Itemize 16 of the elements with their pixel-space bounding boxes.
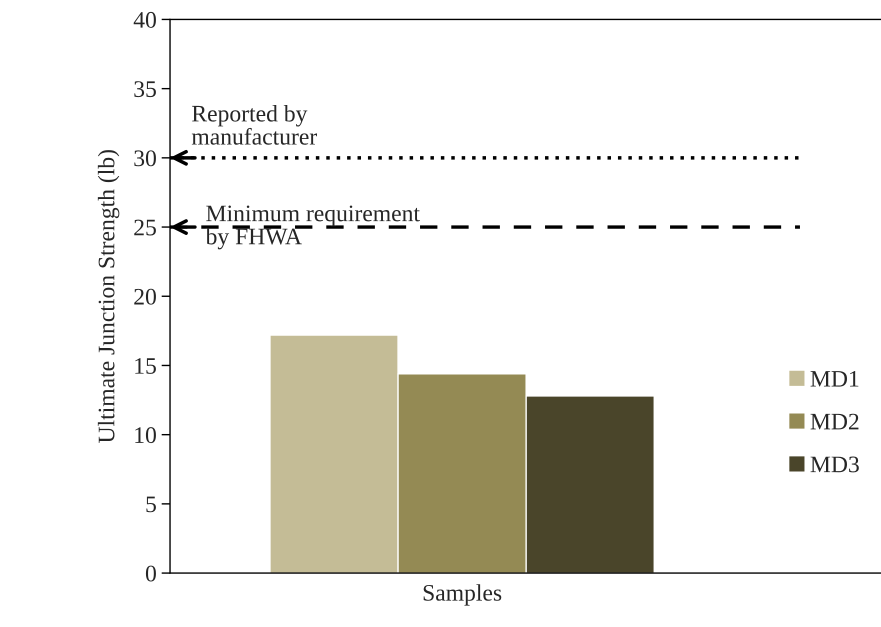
y-tick-label: 20 [134, 288, 156, 305]
legend-label: MD3 [810, 456, 859, 472]
y-tick-label: 0 [146, 566, 156, 582]
y-tick-label: 30 [134, 150, 156, 166]
y-tick-label: 5 [146, 496, 156, 512]
legend-label: MD1 [810, 370, 858, 387]
legend-label: MD2 [810, 414, 858, 430]
y-tick-label: 35 [134, 81, 156, 98]
y-tick-label: 10 [135, 427, 156, 444]
y-axis-title: Ultimate Junction Strength (lb) [98, 150, 120, 443]
x-tick-label: Samples [424, 584, 502, 606]
y-tick-label: 25 [134, 220, 156, 236]
ref-line-label: Minimum requirement by FHWA [206, 206, 420, 250]
y-tick-label: 40 [134, 12, 156, 28]
y-tick-label: 15 [135, 358, 156, 374]
ref-line-label: Reported by manufacturer [192, 105, 318, 145]
